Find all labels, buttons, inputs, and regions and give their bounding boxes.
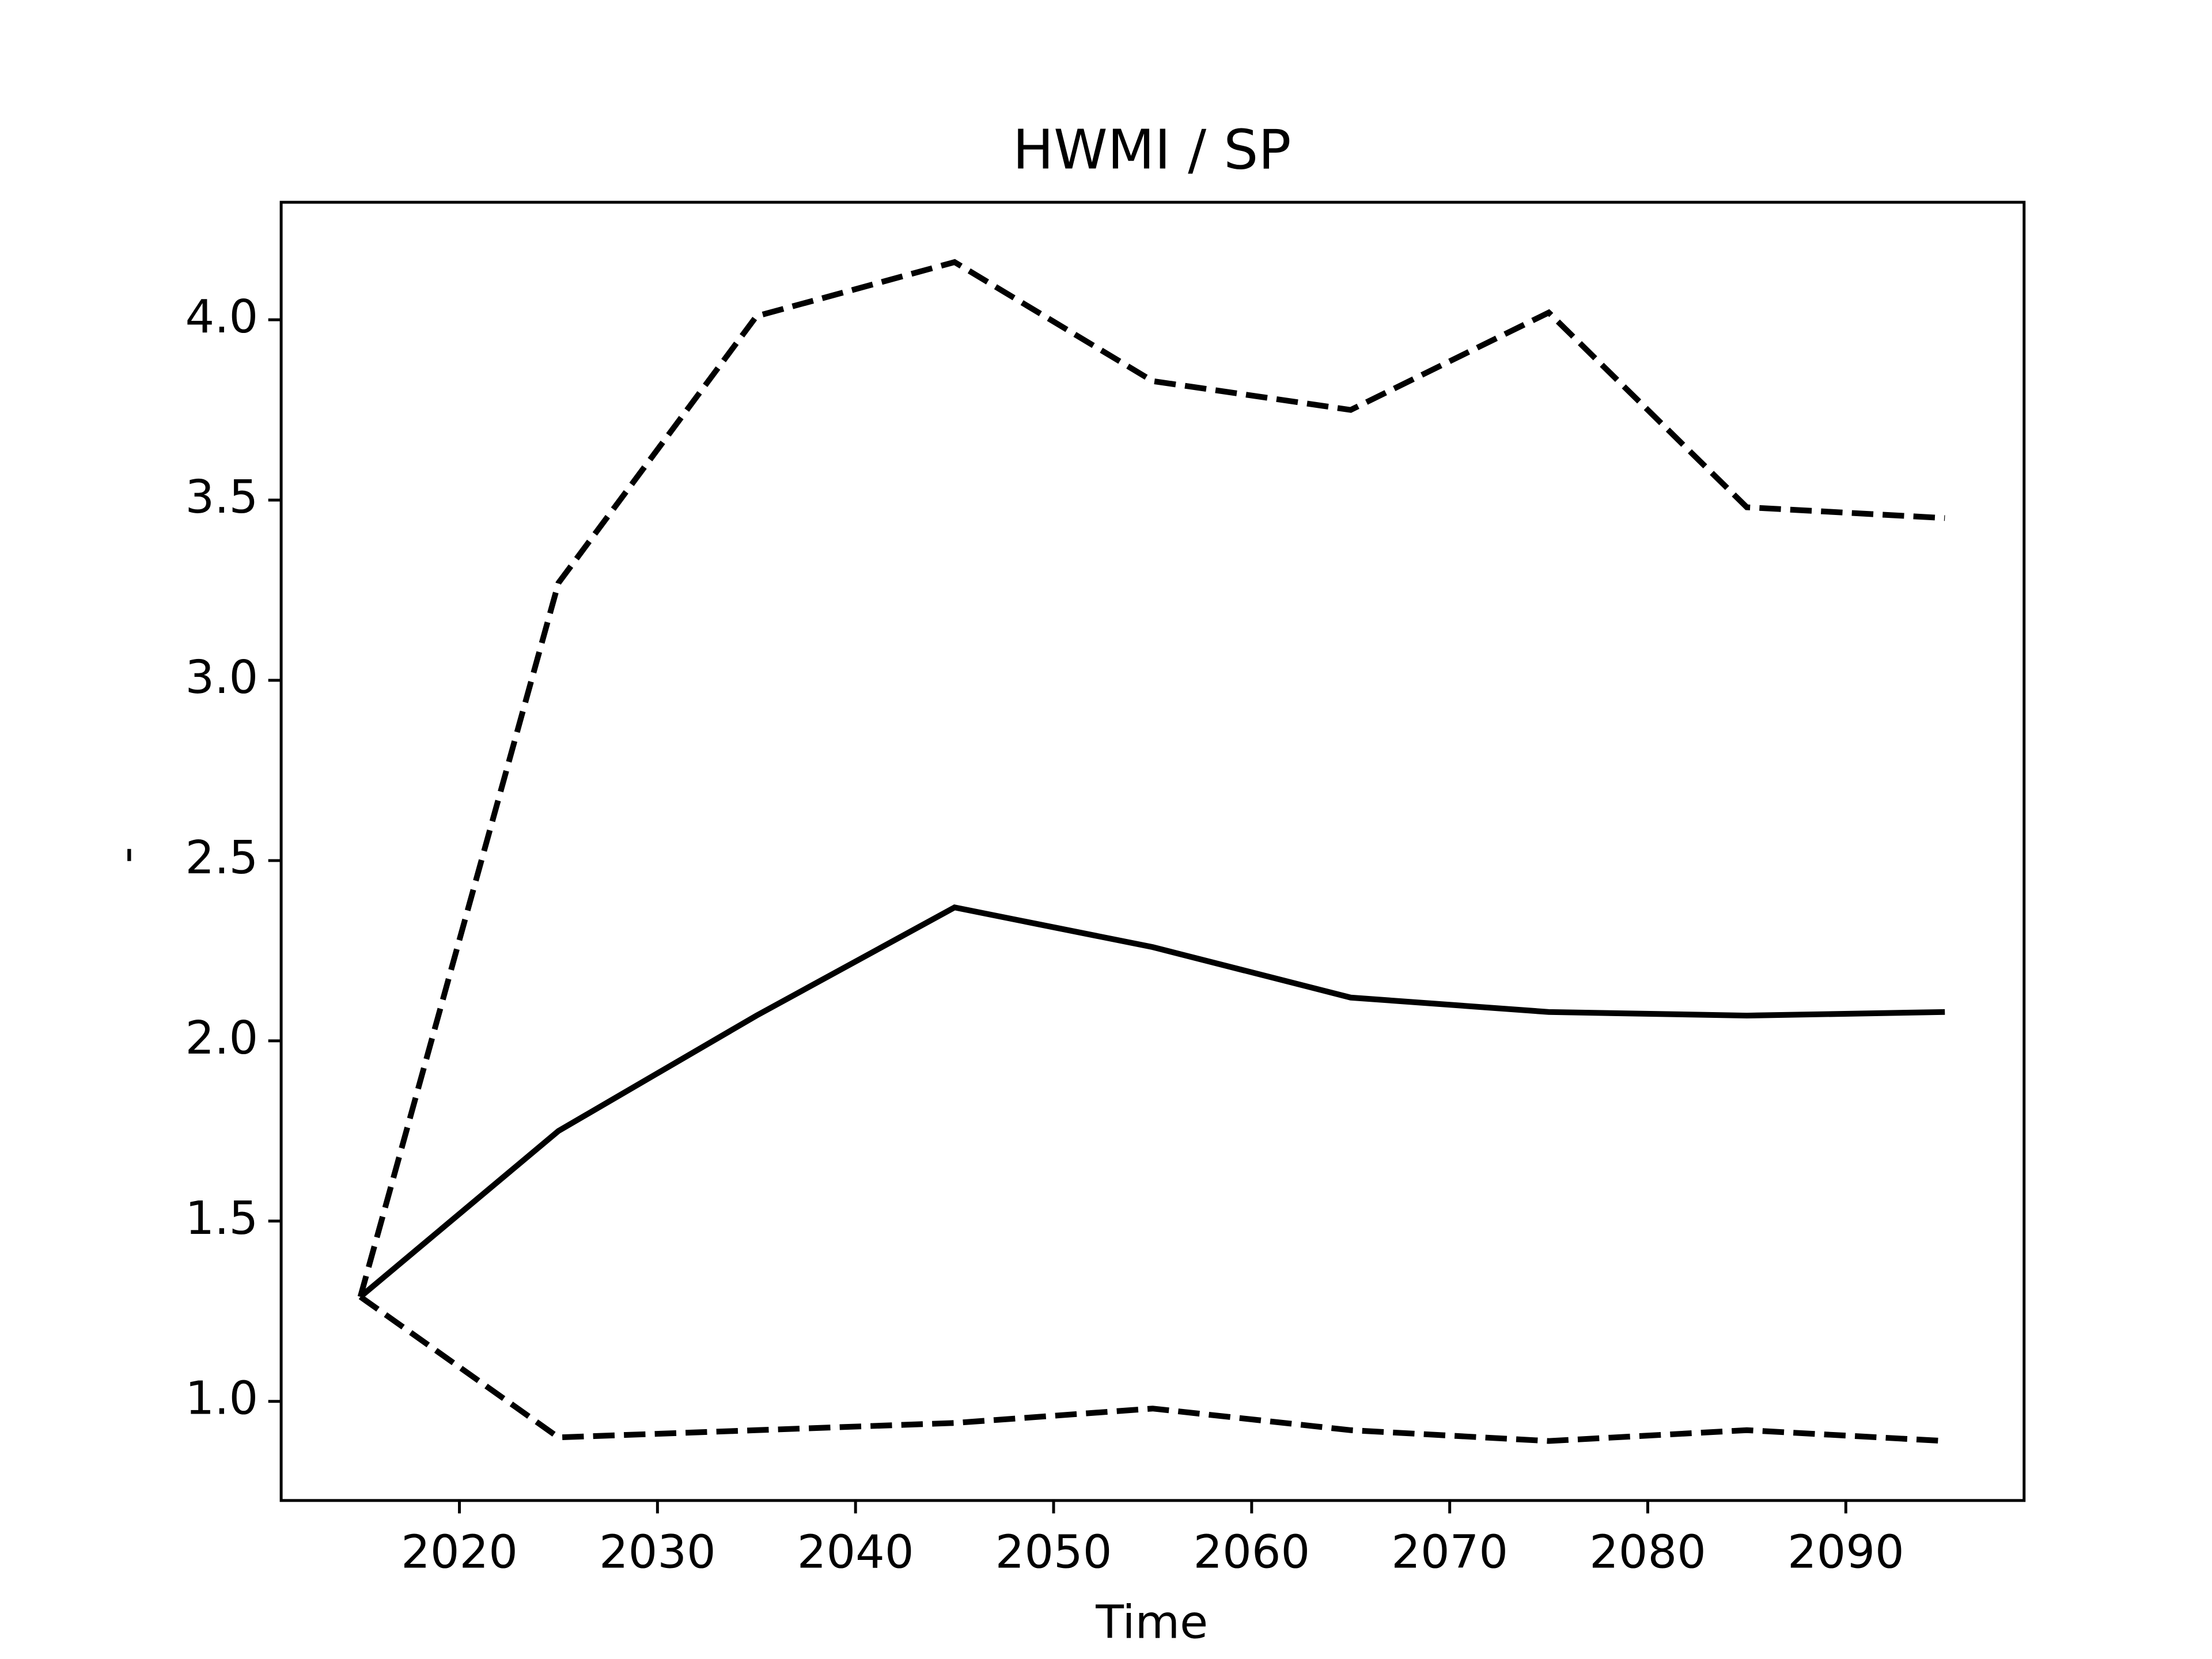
y-tick-label: 4.0 — [185, 290, 259, 343]
chart-title: HWMI / SP — [1013, 118, 1291, 181]
y-tick-label: 2.5 — [185, 831, 259, 884]
x-tick-label: 2020 — [401, 1525, 518, 1578]
x-tick-label: 2070 — [1391, 1525, 1508, 1578]
data-line — [358, 904, 1945, 1300]
y-tick-label: 1.0 — [185, 1372, 259, 1425]
plot-frame — [279, 200, 2026, 1502]
y-tick-label: 2.0 — [185, 1011, 259, 1065]
x-tick-label: 2050 — [995, 1525, 1112, 1578]
y-axis-label: - — [99, 847, 153, 863]
x-tick-label: 2030 — [599, 1525, 716, 1578]
data-line — [358, 1294, 1945, 1444]
x-tick-label: 2040 — [797, 1525, 914, 1578]
x-tick-label: 2060 — [1193, 1525, 1310, 1578]
x-tick-label: 2080 — [1589, 1525, 1706, 1578]
x-axis-label: Time — [1095, 1595, 1208, 1649]
y-tick-label: 3.5 — [185, 470, 259, 524]
x-tick-label: 2090 — [1787, 1525, 1904, 1578]
y-tick-label: 1.5 — [185, 1191, 259, 1245]
y-tick-label: 3.0 — [185, 650, 259, 704]
data-line — [357, 259, 1945, 1298]
